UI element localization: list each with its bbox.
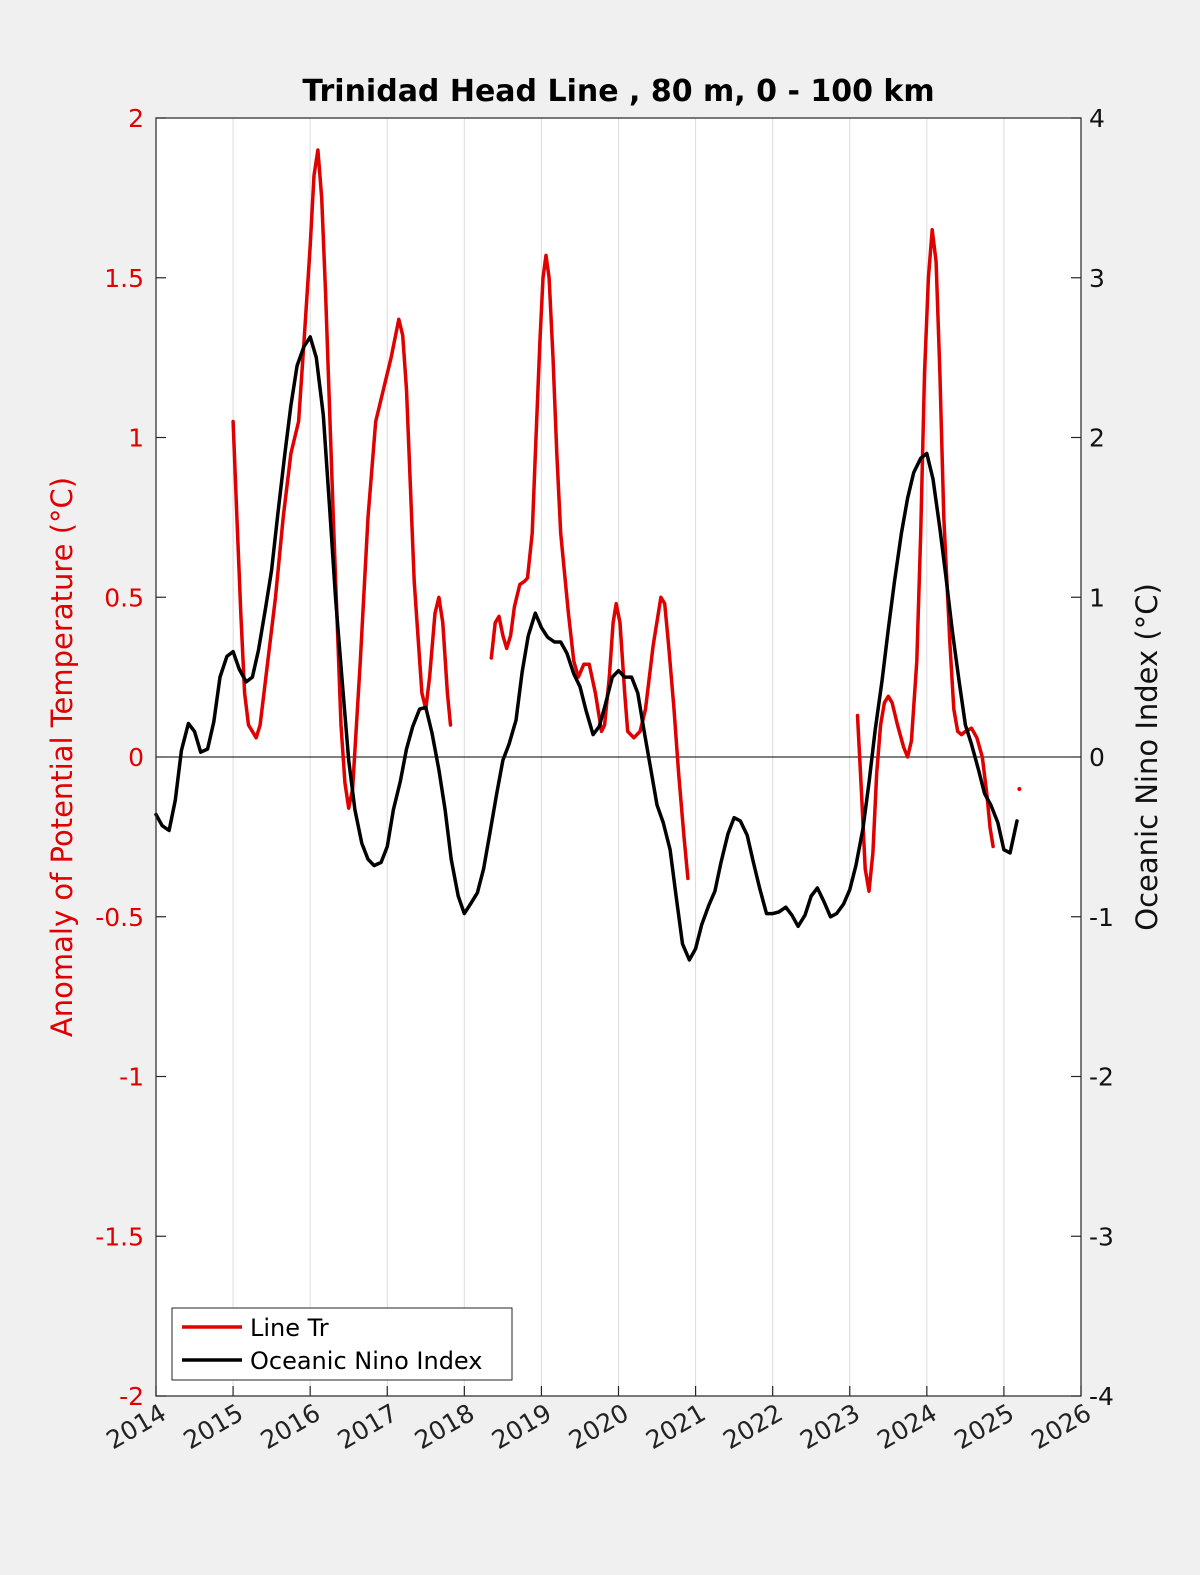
right-tick-label: -3 (1089, 1222, 1114, 1251)
left-tick-label: 1.5 (104, 264, 144, 293)
right-tick-label: -1 (1089, 903, 1114, 932)
left-tick-label: -1.5 (95, 1222, 144, 1251)
right-tick-label: -4 (1089, 1382, 1114, 1411)
left-tick-label: 0.5 (104, 583, 144, 612)
right-tick-label: 2 (1089, 424, 1105, 453)
legend: Line Tr Oceanic Nino Index (171, 1307, 513, 1381)
series-line-segment (231, 148, 453, 810)
series-line-segment (855, 228, 995, 893)
left-tick-label: 0 (128, 743, 144, 772)
right-tick-label: 4 (1089, 104, 1105, 133)
left-axis-ticks: 2 1.5 1 0.5 0 -0.5 -1 -1.5 -2 (95, 104, 166, 1411)
right-tick-label: 3 (1089, 264, 1105, 293)
left-tick-label: -2 (119, 1382, 144, 1411)
right-tick-label: 0 (1089, 743, 1105, 772)
left-tick-label: -0.5 (95, 903, 144, 932)
series-line-segment (154, 335, 1019, 962)
series-line-segment (489, 253, 690, 881)
series-point (1017, 786, 1022, 791)
legend-box (171, 1307, 513, 1381)
left-tick-label: -1 (119, 1063, 144, 1092)
series-oni (154, 335, 1019, 962)
right-tick-label: 1 (1089, 583, 1105, 612)
right-axis-ticks: 4 3 2 1 0 -1 -2 -3 -4 (1071, 104, 1114, 1411)
chart-title: Trinidad Head Line , 80 m, 0 - 100 km (302, 74, 934, 109)
left-axis-label: Anomaly of Potential Temperature (°C) (45, 477, 79, 1037)
legend-label-line-tr: Line Tr (250, 1314, 329, 1342)
right-tick-label: -2 (1089, 1063, 1114, 1092)
left-tick-label: 1 (128, 424, 144, 453)
left-tick-label: 2 (128, 104, 144, 133)
series-line-tr (231, 148, 1022, 893)
right-axis-label: Oceanic Nino Index (°C) (1130, 583, 1164, 931)
legend-label-oni: Oceanic Nino Index (250, 1347, 482, 1375)
series-layer (154, 148, 1022, 962)
